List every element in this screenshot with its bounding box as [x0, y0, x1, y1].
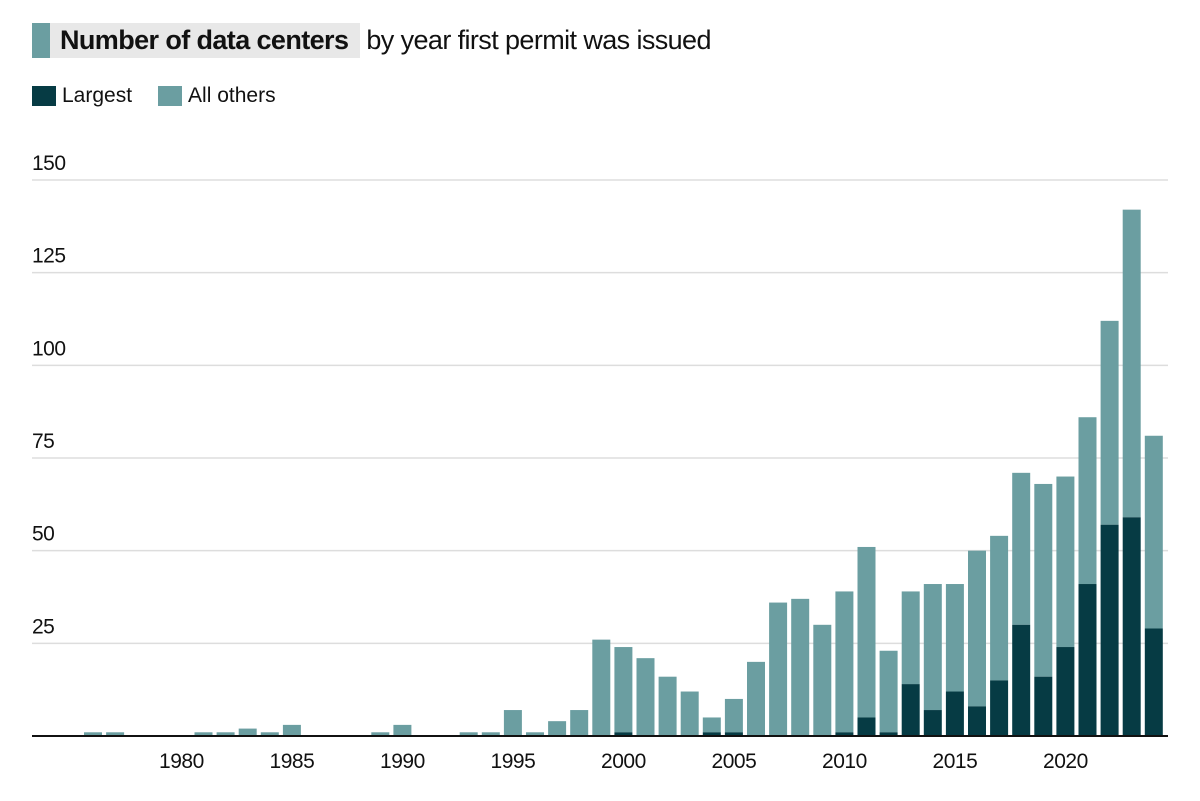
bar-largest-2021 [1078, 584, 1097, 736]
x-tick-label: 1995 [491, 750, 536, 773]
bar-others-2021 [1078, 417, 1097, 585]
bar-others-1993 [459, 732, 478, 736]
bar-others-2020 [1056, 476, 1075, 648]
bar-largest-2024 [1144, 628, 1163, 736]
y-tick-label: 75 [32, 430, 54, 453]
x-tick-label: 2000 [601, 750, 646, 773]
bar-others-2012 [879, 650, 898, 733]
bar-others-1981 [194, 732, 213, 736]
y-tick-label: 100 [32, 337, 66, 360]
bar-largest-2022 [1100, 524, 1119, 736]
y-tick-label: 50 [32, 523, 54, 546]
bar-largest-2011 [857, 717, 876, 736]
bar-others-1998 [570, 710, 589, 736]
bar-others-2002 [658, 676, 677, 736]
bar-others-2022 [1100, 320, 1119, 525]
bar-others-2015 [945, 584, 964, 692]
bar-others-1985 [282, 724, 301, 736]
bar-largest-2000 [614, 732, 633, 736]
bar-others-1999 [592, 639, 611, 736]
bar-largest-2013 [901, 684, 920, 736]
y-tick-label: 25 [32, 615, 54, 638]
x-tick-label: 1980 [159, 750, 204, 773]
legend-swatch-largest [32, 86, 56, 106]
x-tick-label: 2005 [712, 750, 757, 773]
bar-others-2001 [636, 658, 655, 736]
bar-largest-2020 [1056, 647, 1075, 736]
bar-largest-2016 [968, 706, 986, 736]
x-tick-label: 2010 [822, 750, 867, 773]
title-swatch [32, 23, 50, 58]
bar-others-2023 [1122, 209, 1141, 518]
bar-others-2004 [702, 717, 721, 733]
bar-others-2013 [901, 591, 920, 685]
legend-swatch-others [158, 86, 183, 106]
bar-others-1990 [393, 724, 412, 736]
bar-largest-2004 [702, 732, 721, 736]
bar-others-2006 [747, 661, 765, 736]
bar-others-2009 [813, 624, 832, 736]
bar-largest-2010 [835, 732, 854, 736]
bar-others-1994 [481, 732, 500, 736]
bar-others-2000 [614, 647, 633, 733]
bar-others-2010 [835, 591, 854, 733]
bar-others-1983 [238, 728, 257, 736]
bar-others-1982 [216, 732, 235, 736]
legend: Largest All others [32, 84, 302, 108]
bar-largest-2023 [1122, 517, 1141, 736]
x-tick-label: 2020 [1043, 750, 1088, 773]
bar-others-1989 [371, 732, 390, 736]
bar-others-2007 [769, 602, 788, 736]
legend-item-others: All others [158, 84, 276, 108]
bar-largest-2015 [945, 691, 964, 736]
bar-others-1996 [526, 732, 544, 736]
bar-others-2019 [1034, 483, 1053, 677]
bar-others-2014 [923, 584, 942, 711]
y-axis-labels: 25 50 75 100 125 150 [32, 152, 66, 638]
x-axis-labels: 1980 1985 1990 1995 2000 2005 2010 2015 2020 [159, 750, 1088, 773]
legend-label-others: All others [188, 84, 276, 107]
bar-others-1976 [84, 732, 102, 736]
bar-largest-2017 [990, 680, 1009, 736]
chart-title: Number of data centers by year first per… [32, 23, 712, 58]
bar-largest-2014 [923, 710, 942, 736]
bar-others-2017 [990, 535, 1009, 681]
bar-largest-2005 [724, 732, 743, 736]
y-tick-label: 125 [32, 245, 66, 268]
bar-largest-2019 [1034, 676, 1053, 736]
bar-others-1977 [106, 732, 125, 736]
x-tick-label: 1990 [380, 750, 425, 773]
bar-others-2008 [791, 598, 810, 736]
bar-others-2003 [680, 691, 699, 736]
y-tick-label: 150 [32, 152, 66, 175]
legend-item-largest: Largest [32, 84, 132, 108]
bar-largest-2012 [879, 732, 898, 736]
bars [84, 209, 1163, 736]
bar-others-2005 [724, 698, 743, 733]
bar-others-1995 [503, 710, 522, 736]
bar-others-1997 [548, 721, 567, 736]
bar-others-2016 [968, 550, 986, 707]
bar-largest-2018 [1012, 624, 1031, 736]
bar-others-1984 [260, 732, 279, 736]
title-subtitle: by year first permit was issued [366, 25, 711, 55]
legend-label-largest: Largest [62, 84, 133, 107]
title-highlight: Number of data centers [50, 23, 361, 58]
x-tick-label: 1985 [270, 750, 315, 773]
bar-others-2011 [857, 546, 876, 718]
x-tick-label: 2015 [933, 750, 978, 773]
bar-others-2024 [1144, 435, 1163, 629]
bar-others-2018 [1012, 472, 1031, 625]
